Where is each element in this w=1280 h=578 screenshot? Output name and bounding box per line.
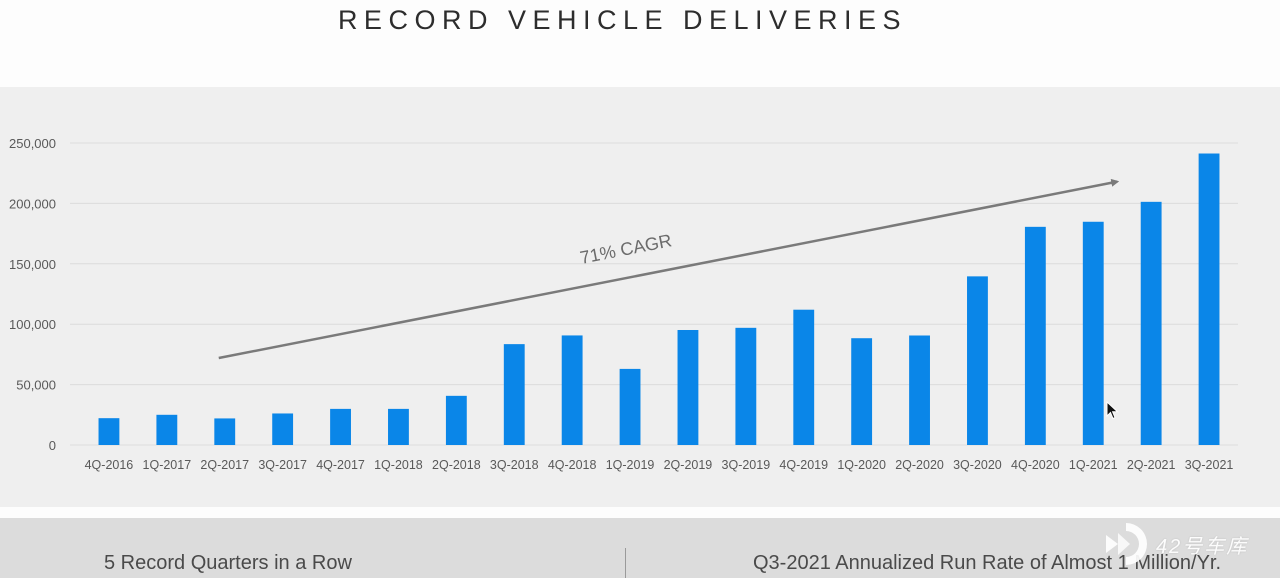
- bars: [98, 153, 1220, 446]
- y-tick-label: 100,000: [9, 317, 56, 332]
- bar-4Q-2019: [793, 309, 815, 445]
- bar-2Q-2017: [214, 418, 236, 445]
- bar-chart: 0 50,000 100,000 150,000 200,000 250,000 4Q-2…: [9, 136, 1238, 472]
- watermark: 42号车库: [1104, 521, 1248, 567]
- x-tick-label: 4Q-2019: [779, 458, 828, 472]
- x-tick-label: 3Q-2017: [258, 458, 307, 472]
- mouse-pointer-icon: [1106, 401, 1119, 420]
- x-tick-label: 2Q-2019: [664, 458, 713, 472]
- x-tick-label: 1Q-2017: [143, 458, 192, 472]
- x-tick-label: 2Q-2021: [1127, 458, 1176, 472]
- x-tick-label: 4Q-2018: [548, 458, 597, 472]
- watermark-logo-icon: [1106, 523, 1147, 565]
- x-tick-label: 1Q-2019: [606, 458, 655, 472]
- x-tick-label: 4Q-2017: [316, 458, 365, 472]
- cagr-arrow: [218, 178, 1120, 360]
- x-tick-label: 3Q-2021: [1185, 458, 1234, 472]
- bar-2Q-2021: [1140, 201, 1162, 445]
- bar-3Q-2018: [503, 344, 525, 445]
- gridlines: [70, 142, 1238, 446]
- x-tick-label: 1Q-2020: [837, 458, 886, 472]
- y-axis-ticks: 0 50,000 100,000 150,000 200,000 250,000: [9, 136, 56, 453]
- x-tick-label: 3Q-2018: [490, 458, 539, 472]
- x-tick-label: 4Q-2016: [85, 458, 134, 472]
- bar-4Q-2018: [561, 335, 583, 445]
- bar-2Q-2018: [445, 395, 467, 445]
- bar-1Q-2018: [388, 408, 409, 445]
- y-tick-label: 250,000: [9, 136, 56, 151]
- bar-1Q-2019: [619, 368, 641, 445]
- x-tick-label: 3Q-2020: [953, 458, 1002, 472]
- x-tick-label: 1Q-2021: [1069, 458, 1118, 472]
- footer-divider: [625, 548, 626, 578]
- x-tick-label: 1Q-2018: [374, 458, 423, 472]
- bar-3Q-2021: [1198, 153, 1220, 446]
- x-tick-label: 2Q-2020: [895, 458, 944, 472]
- bar-3Q-2020: [967, 276, 988, 445]
- watermark-text: 42号车库: [1156, 535, 1249, 558]
- bar-3Q-2019: [735, 327, 757, 445]
- footer-left-text: 5 Record Quarters in a Row: [104, 552, 352, 574]
- y-tick-label: 50,000: [16, 378, 56, 393]
- bar-4Q-2017: [330, 408, 351, 445]
- cagr-label: 71% CAGR: [578, 230, 673, 268]
- footer-bar: 5 Record Quarters in a Row Q3-2021 Annua…: [0, 518, 1280, 578]
- footer-right-text: Q3-2021 Annualized Run Rate of Almost 1 …: [753, 552, 1222, 574]
- bar-1Q-2020: [851, 338, 873, 445]
- x-tick-label: 2Q-2018: [432, 458, 481, 472]
- x-tick-label: 3Q-2019: [722, 458, 771, 472]
- bar-2Q-2020: [909, 335, 930, 445]
- bar-3Q-2017: [272, 413, 294, 445]
- chart-panel: 0 50,000 100,000 150,000 200,000 250,000 4Q-2…: [0, 87, 1280, 507]
- bar-4Q-2020: [1024, 226, 1046, 445]
- y-tick-label: 200,000: [9, 196, 56, 211]
- slide-title: RECORD VEHICLE DELIVERIES: [337, 5, 908, 35]
- bar-1Q-2017: [156, 414, 178, 445]
- y-tick-label: 150,000: [9, 257, 56, 272]
- x-tick-label: 4Q-2020: [1011, 458, 1060, 472]
- x-axis-ticks: 4Q-2016 1Q-2017 2Q-2017 3Q-2017 4Q-2017 1Q-20…: [85, 458, 1234, 472]
- bar-2Q-2019: [677, 329, 699, 445]
- y-tick-label: 0: [49, 438, 56, 453]
- bar-4Q-2016: [98, 418, 120, 445]
- bar-1Q-2021: [1082, 221, 1104, 445]
- x-tick-label: 2Q-2017: [200, 458, 249, 472]
